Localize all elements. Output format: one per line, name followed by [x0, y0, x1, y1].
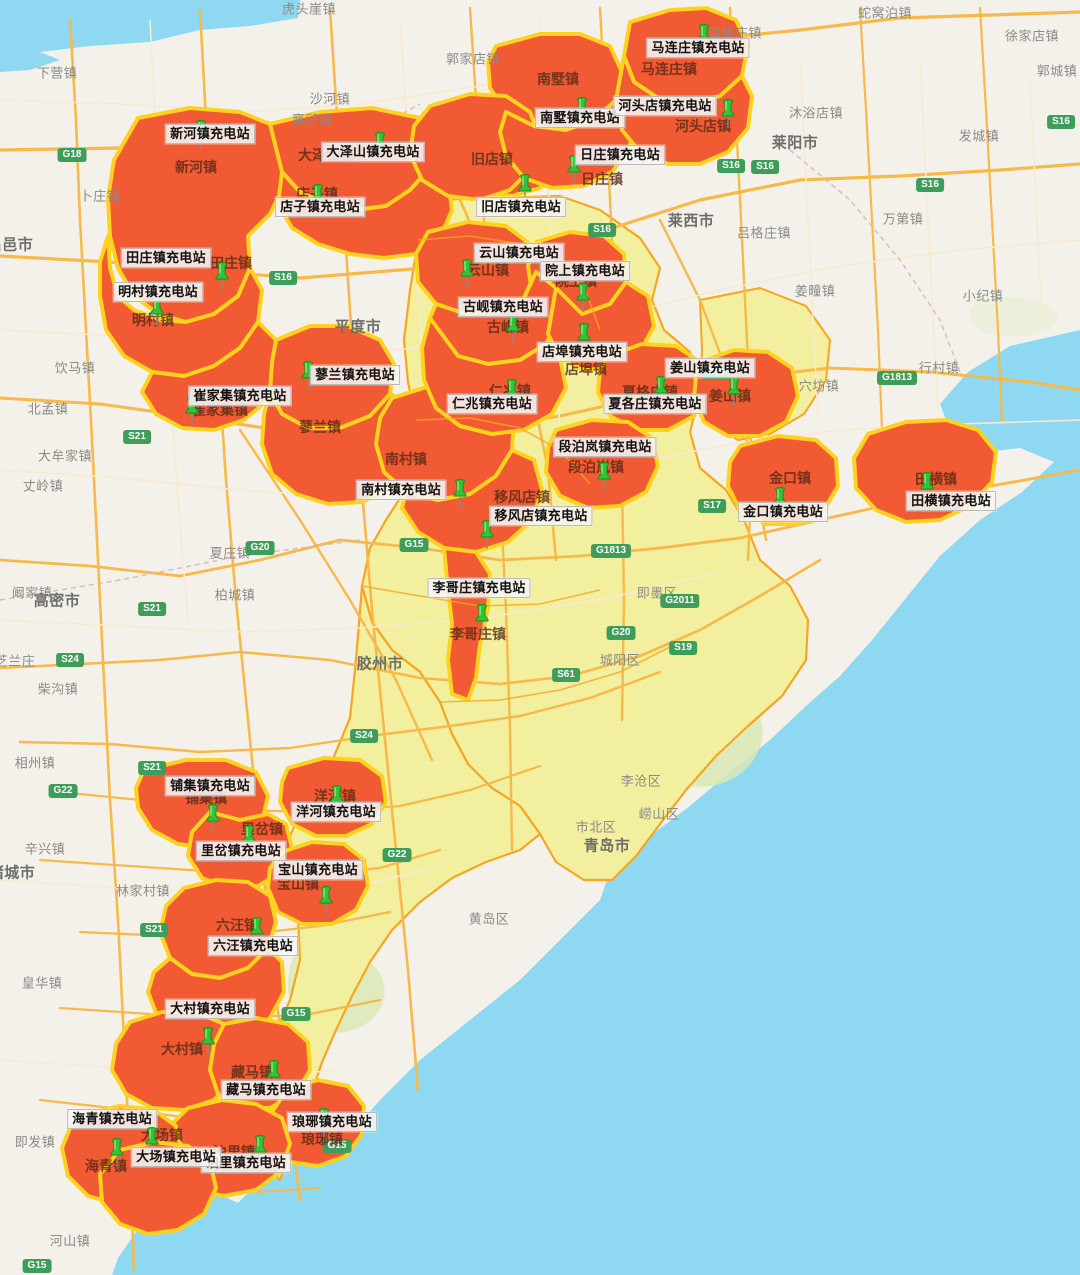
- charging-station-label[interactable]: 姜山镇充电站: [665, 358, 755, 378]
- charging-station-pin-icon[interactable]: [572, 283, 594, 313]
- charging-station-label[interactable]: 新河镇充电站: [165, 124, 255, 144]
- charging-station-label[interactable]: 蓼兰镇充电站: [310, 365, 400, 385]
- charging-station-label[interactable]: 铺集镇充电站: [165, 776, 255, 796]
- charging-station-pin-icon[interactable]: [315, 886, 337, 916]
- charging-station-label[interactable]: 店埠镇充电站: [537, 342, 627, 362]
- charging-station-label[interactable]: 六汪镇充电站: [208, 936, 298, 956]
- charging-station-pin-icon[interactable]: [202, 804, 224, 834]
- charging-station-label[interactable]: 南村镇充电站: [356, 480, 446, 500]
- charging-station-label[interactable]: 河头店镇充电站: [613, 96, 717, 116]
- charging-station-label[interactable]: 店子镇充电站: [275, 197, 365, 217]
- charging-station-label[interactable]: 崔家集镇充电站: [188, 386, 292, 406]
- charging-station-label[interactable]: 南墅镇充电站: [535, 108, 625, 128]
- charging-station-label[interactable]: 里岔镇充电站: [196, 841, 286, 861]
- charging-station-pin-icon[interactable]: [106, 1138, 128, 1168]
- charging-station-label[interactable]: 段泊岚镇充电站: [553, 437, 657, 457]
- charging-station-label[interactable]: 院上镇充电站: [540, 261, 630, 281]
- charging-station-label[interactable]: 马连庄镇充电站: [646, 38, 750, 58]
- charging-station-label[interactable]: 李哥庄镇充电站: [427, 578, 531, 598]
- charging-station-pin-icon[interactable]: [723, 377, 745, 407]
- charging-station-pin-icon[interactable]: [471, 604, 493, 634]
- charging-station-label[interactable]: 移风店镇充电站: [489, 506, 593, 526]
- charging-station-label[interactable]: 泊里镇充电站: [201, 1153, 291, 1173]
- charging-station-label[interactable]: 藏马镇充电站: [221, 1080, 311, 1100]
- charging-station-pin-icon[interactable]: [246, 917, 268, 947]
- charging-station-label[interactable]: 大村镇充电站: [165, 999, 255, 1019]
- charging-station-label[interactable]: 云山镇充电站: [474, 243, 564, 263]
- charging-station-label[interactable]: 田横镇充电站: [906, 491, 996, 511]
- charging-station-pin-icon[interactable]: [197, 1027, 219, 1057]
- charging-station-pin-icon[interactable]: [502, 314, 524, 344]
- charging-station-label[interactable]: 宝山镇充电站: [273, 860, 363, 880]
- charging-station-label[interactable]: 琅琊镇充电站: [287, 1112, 377, 1132]
- charging-station-pin-icon[interactable]: [449, 479, 471, 509]
- charging-station-label[interactable]: 大场镇充电站: [131, 1147, 221, 1167]
- charging-station-pin-icon[interactable]: [211, 262, 233, 292]
- charging-station-label[interactable]: 金口镇充电站: [738, 502, 828, 522]
- charging-station-pin-icon[interactable]: [593, 462, 615, 492]
- charging-station-label[interactable]: 日庄镇充电站: [575, 145, 665, 165]
- charging-station-label[interactable]: 大泽山镇充电站: [321, 142, 425, 162]
- charging-station-label[interactable]: 旧店镇充电站: [476, 197, 566, 217]
- charging-station-label[interactable]: 仁兆镇充电站: [447, 394, 537, 414]
- charging-station-pin-icon[interactable]: [456, 259, 478, 289]
- charging-station-label[interactable]: 夏各庄镇充电站: [603, 394, 707, 414]
- charging-station-label[interactable]: 古岘镇充电站: [458, 297, 548, 317]
- charging-station-pin-icon[interactable]: [141, 1127, 163, 1157]
- charging-station-label[interactable]: 洋河镇充电站: [291, 802, 381, 822]
- charging-station-label[interactable]: 海青镇充电站: [67, 1109, 157, 1129]
- charging-station-label[interactable]: 明村镇充电站: [113, 282, 203, 302]
- charging-station-pin-icon[interactable]: [693, 24, 715, 54]
- charging-station-pin-icon[interactable]: [717, 99, 739, 129]
- charging-station-label[interactable]: 田庄镇充电站: [121, 248, 211, 268]
